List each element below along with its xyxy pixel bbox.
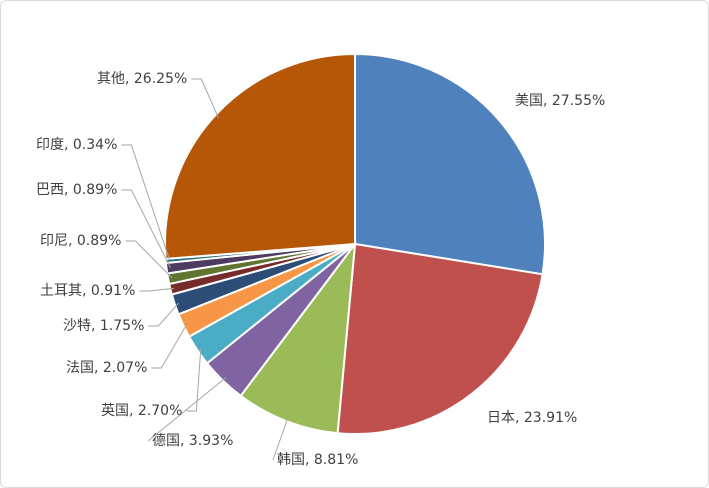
- data-label: 日本, 23.91%: [487, 410, 577, 426]
- data-label: 印尼, 0.89%: [40, 233, 121, 249]
- pie-slice: [354, 52, 546, 276]
- data-label: 其他, 26.25%: [97, 71, 187, 87]
- data-label: 德国, 3.93%: [152, 433, 233, 449]
- leader-line: [272, 417, 289, 461]
- leader-line: [191, 78, 219, 118]
- leader-line: [147, 377, 227, 442]
- leader-line: [151, 323, 188, 369]
- data-label: 沙特, 1.75%: [63, 318, 144, 334]
- leader-line: [121, 189, 171, 268]
- leader-line: [139, 287, 175, 292]
- data-label: 巴西, 0.89%: [36, 182, 117, 198]
- data-label: 韩国, 8.81%: [277, 452, 358, 468]
- data-label: 美国, 27.55%: [515, 93, 605, 109]
- pie-slice: [164, 52, 356, 260]
- leader-line: [125, 240, 173, 279]
- data-label: 英国, 2.70%: [101, 402, 182, 419]
- data-label: 印度, 0.34%: [36, 137, 117, 153]
- pie-slice: [336, 242, 544, 435]
- data-label: 法国, 2.07%: [66, 360, 147, 376]
- leader-line: [121, 144, 171, 261]
- leader-line: [148, 302, 180, 327]
- leader-line: [186, 348, 202, 412]
- data-label: 土耳其, 0.91%: [40, 283, 135, 299]
